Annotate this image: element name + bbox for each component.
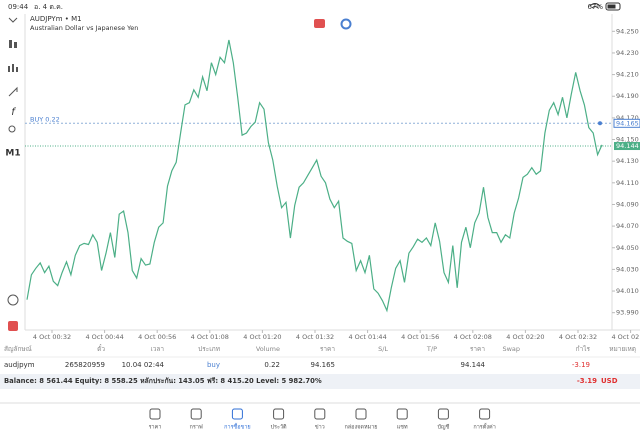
- table-header: สัญลักษณ์: [4, 345, 32, 353]
- buy-button[interactable]: [340, 18, 352, 30]
- wifi-icon: [589, 3, 601, 9]
- table-cell: buy: [207, 361, 220, 369]
- nav-label[interactable]: บัญชี: [437, 424, 449, 431]
- y-tick-label: 94.070: [616, 222, 639, 230]
- x-tick-label: 4 Oct 01:20: [243, 333, 281, 341]
- quick-trade-icon[interactable]: [7, 294, 19, 306]
- x-tick-label: 4 Oct 02:08: [454, 333, 492, 341]
- balance: Balance: 8 561.44 Equity: 8 558.25 หลักป…: [4, 377, 322, 385]
- x-tick-label: 4 Oct 02:32: [559, 333, 597, 341]
- table-cell: audjpym: [4, 361, 35, 369]
- status-date: อ. 4 ต.ค.: [34, 3, 63, 11]
- currency: USD: [601, 377, 618, 385]
- nav-icon[interactable]: [149, 408, 161, 420]
- nav-icon[interactable]: [231, 408, 243, 420]
- table-cell: 94.144: [461, 361, 486, 369]
- symbol-description: Australian Dollar vs Japanese Yen: [30, 24, 138, 32]
- y-tick-label: 94.210: [616, 71, 639, 79]
- table-header: ประเภท: [198, 345, 220, 353]
- nav-label[interactable]: แชท: [397, 424, 408, 431]
- total-profit: -3.19: [577, 377, 597, 385]
- x-tick-label: 4 Oct 02:20: [506, 333, 544, 341]
- table-header: S/L: [378, 345, 388, 353]
- x-tick-label: 4 Oct 01:56: [401, 333, 439, 341]
- trade-table: สัญลักษณ์ ตั๋ว เวลา ประเภท Volume ราคา S/L T/P ร…: [0, 344, 640, 369]
- battery-icon: [605, 2, 621, 11]
- nav-label[interactable]: การซื้อขาย: [224, 423, 250, 431]
- y-tick-label: 94.030: [616, 265, 639, 273]
- status-time: 09:44: [8, 3, 29, 11]
- timeframe[interactable]: M1: [5, 149, 20, 159]
- symbol: AUDJPYm • M1: [30, 15, 82, 23]
- search-icon[interactable]: [8, 125, 16, 133]
- table-header: T/P: [426, 345, 437, 353]
- y-tick-label: 94.170: [616, 114, 639, 122]
- order-marker: [598, 121, 602, 126]
- table-header: กำไร: [576, 345, 591, 353]
- y-tick-label: 94.010: [616, 287, 639, 295]
- nav-label[interactable]: ประวัติ: [271, 424, 287, 431]
- nav-icon[interactable]: [273, 408, 285, 420]
- table-header: ราคา: [320, 345, 335, 353]
- sell-button[interactable]: [314, 19, 325, 28]
- y-tick-label: 94.110: [616, 179, 639, 187]
- nav-icon[interactable]: [314, 408, 326, 420]
- price-label: 94.144: [616, 142, 639, 150]
- x-tick-label: 4 Oct 00:32: [33, 333, 71, 341]
- one-click-icon[interactable]: [8, 321, 18, 331]
- y-tick-label: 94.050: [616, 244, 639, 252]
- y-tick-label: 94.250: [616, 27, 639, 35]
- x-tick-label: 4 Oct 01:08: [191, 333, 229, 341]
- order-price-box: [613, 118, 640, 128]
- x-tick-label: 4 Oct 00:56: [138, 333, 176, 341]
- nav-label[interactable]: การตั้งค่า: [473, 423, 495, 431]
- indicator-icon[interactable]: [12, 64, 14, 72]
- order-price-label: 94.165: [616, 119, 639, 127]
- nav-icon[interactable]: [479, 408, 491, 420]
- price-line-series: [26, 39, 603, 313]
- table-cell: 265820959: [65, 361, 105, 369]
- candle-icon[interactable]: [14, 42, 17, 48]
- table-header: ราคา: [470, 345, 485, 353]
- sidebar-icons: f: [8, 17, 18, 133]
- function-icon[interactable]: f: [11, 107, 16, 118]
- table-cell: -3.19: [572, 361, 590, 369]
- nav-label[interactable]: ข่าว: [315, 425, 325, 431]
- x-tick-label: 4 Oct 01:44: [348, 333, 386, 341]
- x-tick-label: 4 Oct 02:44: [611, 333, 640, 341]
- nav-label[interactable]: กล่องจดหมาย: [344, 425, 377, 431]
- x-tick-label: 4 Oct 00:44: [85, 333, 123, 341]
- table-header: เวลา: [150, 345, 164, 353]
- nav-icon[interactable]: [190, 408, 202, 420]
- menu-icon[interactable]: [8, 17, 18, 23]
- nav-label[interactable]: กราฟ: [190, 424, 203, 431]
- indicator-icon[interactable]: [8, 66, 10, 72]
- balance-bar: [0, 374, 640, 389]
- nav-icon[interactable]: [437, 408, 449, 420]
- nav-icon[interactable]: [355, 408, 367, 420]
- table-cell: 0.22: [264, 361, 280, 369]
- order-label: BUY 0.22: [30, 115, 60, 123]
- table-cell: 10.04 02:44: [122, 361, 165, 369]
- objects-icon[interactable]: [8, 86, 18, 97]
- nav-icon[interactable]: [396, 408, 408, 420]
- table-header: Volume: [256, 345, 280, 353]
- indicator-icon[interactable]: [16, 67, 18, 72]
- table-cell: 94.165: [311, 361, 336, 369]
- table-header: ตั๋ว: [97, 344, 105, 353]
- battery-level: [607, 4, 616, 9]
- y-tick-label: 94.130: [616, 157, 639, 165]
- y-tick-label: 93.990: [616, 309, 639, 317]
- nav-label[interactable]: ราคา: [149, 425, 162, 431]
- y-tick-label: 94.230: [616, 49, 639, 57]
- table-header: Swap: [502, 345, 520, 353]
- y-tick-label: 94.150: [616, 136, 639, 144]
- y-tick-label: 94.090: [616, 200, 639, 208]
- y-tick-label: 94.190: [616, 92, 639, 100]
- table-header: หมายเหตุ: [609, 345, 636, 353]
- price-box: [614, 142, 640, 151]
- x-tick-label: 4 Oct 01:32: [296, 333, 334, 341]
- candle-icon[interactable]: [9, 40, 12, 48]
